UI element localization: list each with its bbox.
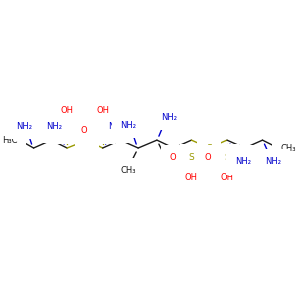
Text: O: O (82, 126, 89, 135)
Text: NH₂: NH₂ (109, 122, 124, 131)
Text: O: O (169, 153, 176, 162)
Text: NH₂: NH₂ (16, 122, 32, 131)
Text: NH₂: NH₂ (46, 122, 62, 131)
Text: OH: OH (61, 106, 74, 115)
Text: S: S (189, 153, 194, 162)
Text: OH: OH (96, 106, 109, 115)
Text: NH₂: NH₂ (161, 113, 177, 122)
Text: S: S (64, 126, 70, 135)
Text: CH₃: CH₃ (121, 166, 136, 175)
Text: OH: OH (185, 173, 198, 182)
Text: NH₂: NH₂ (266, 157, 281, 166)
Text: S: S (206, 143, 212, 152)
Text: O: O (81, 126, 87, 135)
Text: OH: OH (220, 173, 233, 182)
Text: H₃C: H₃C (2, 136, 18, 145)
Text: NH₂: NH₂ (235, 157, 251, 166)
Text: S: S (100, 126, 106, 135)
Text: S: S (224, 153, 230, 162)
Text: O: O (45, 126, 52, 135)
Text: NH₂: NH₂ (120, 121, 136, 130)
Text: O: O (207, 153, 214, 162)
Text: CH₃: CH₃ (161, 158, 176, 167)
Text: O: O (242, 153, 249, 162)
Text: S: S (84, 136, 90, 145)
Text: CH₃: CH₃ (280, 143, 296, 152)
Text: O: O (118, 126, 125, 135)
Text: O: O (205, 153, 211, 162)
